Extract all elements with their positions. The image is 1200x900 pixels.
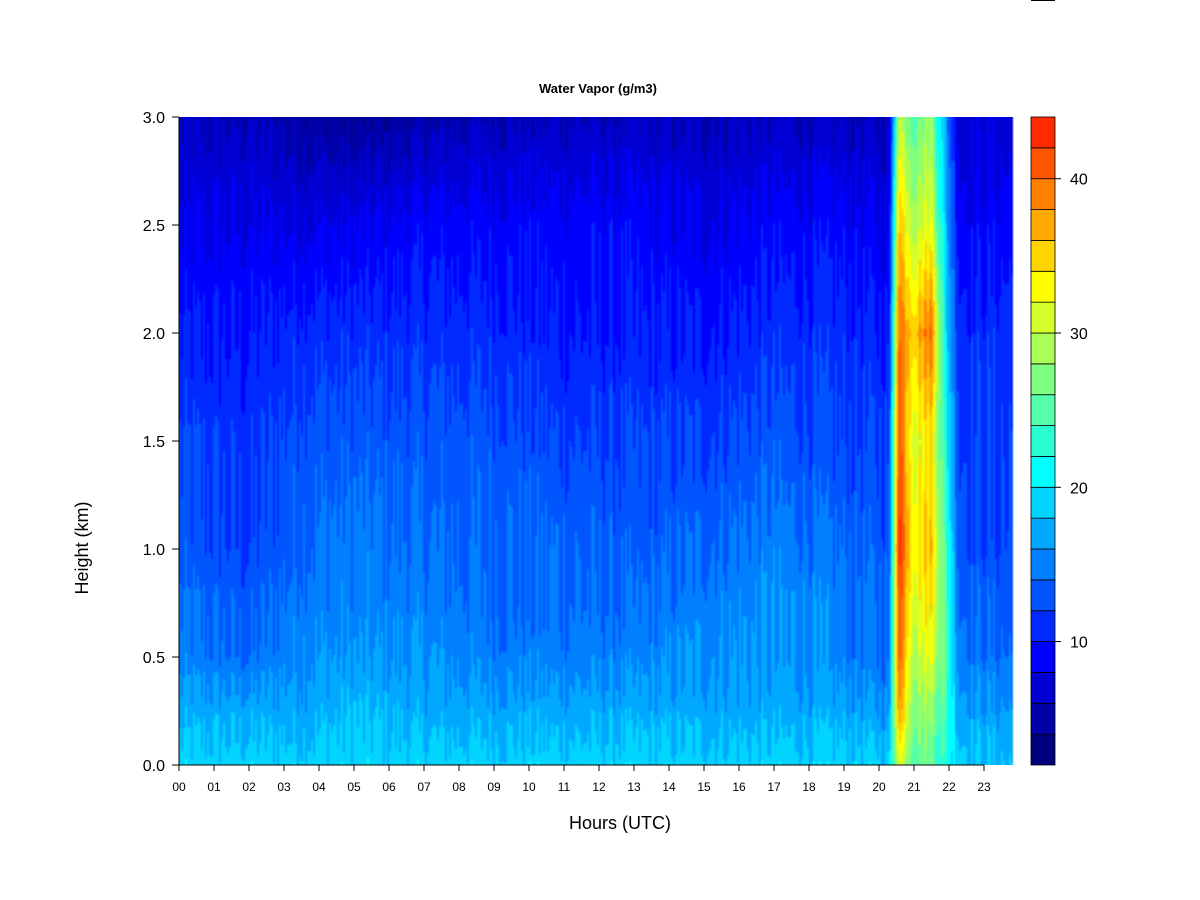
x-tick-label: 13 [627,780,641,794]
colorbar-segment [1030,116,1056,149]
x-tick-label: 16 [732,780,746,794]
x-tick-label: 15 [697,780,711,794]
colorbar-segment [1030,301,1056,334]
x-axis-label: Hours (UTC) [569,813,671,833]
x-tick-label: 22 [942,780,956,794]
x-tick-label: 14 [662,780,676,794]
y-axis: 0.0 0.5 1.0 1.5 2.0 2.5 3.0 [143,110,180,775]
x-tick-label: 17 [767,780,781,794]
heatmap-image [179,117,1019,765]
colorbar-segment [1030,548,1056,581]
x-tick-label: 08 [452,780,466,794]
plot-area [179,117,1019,765]
colorbar-segment [1030,486,1056,519]
x-tick-label: 09 [487,780,501,794]
colorbar-segment [1030,733,1056,766]
colorbar-segment [1030,332,1056,365]
colorbar-segment [1030,270,1056,303]
x-tick-label: 10 [522,780,536,794]
y-tick-label: 2.0 [143,326,165,343]
x-tick-label: 19 [837,780,851,794]
x-tick-label: 06 [382,780,396,794]
colorbar-tick-label: 10 [1070,635,1088,652]
chart-title: Water Vapor (g/m3) [539,81,657,96]
x-tick-label: 05 [347,780,361,794]
x-tick-label: 18 [802,780,816,794]
colorbar-segment [1030,209,1056,241]
colorbar-segment [1030,702,1056,735]
x-tick-label: 00 [172,780,186,794]
y-tick-label: 2.5 [143,218,165,235]
x-tick-label: 21 [907,780,921,794]
y-tick-label: 0.5 [143,650,165,667]
x-tick-label: 23 [977,780,991,794]
colorbar-segment [1030,641,1056,673]
colorbar-tick-label: 20 [1070,480,1088,497]
x-tick-label: 12 [592,780,606,794]
x-tick-label: 02 [242,780,256,794]
colorbar-tick-label: 30 [1070,326,1088,343]
colorbar-segment [1030,672,1056,704]
colorbar-tick-label: 40 [1070,172,1088,189]
colorbar-segment [1030,610,1056,642]
y-tick-label: 3.0 [143,110,165,127]
colorbar-segment [1030,394,1056,426]
x-tick-label: 01 [207,780,221,794]
y-tick-label: 1.5 [143,434,165,451]
colorbar-segment [1030,579,1056,612]
corner-mark [1031,0,1055,1]
colorbar [1030,116,1056,766]
y-axis-label: Height (km) [72,501,92,594]
colorbar-segment [1030,517,1056,550]
colorbar-axis: 10 20 30 40 [1055,172,1088,652]
x-tick-label: 03 [277,780,291,794]
colorbar-segment [1030,240,1056,272]
x-tick-label: 20 [872,780,886,794]
x-axis: 00 01 02 03 04 05 06 07 08 09 10 11 12 13 14 15 16 17 18 19… [172,764,991,794]
x-tick-label: 07 [417,780,431,794]
x-tick-label: 04 [312,780,326,794]
y-tick-label: 1.0 [143,542,165,559]
colorbar-segment [1030,147,1056,180]
colorbar-segment [1030,178,1056,210]
y-tick-label: 0.0 [143,758,165,775]
x-tick-label: 11 [558,780,571,794]
colorbar-segment [1030,425,1056,457]
colorbar-segment [1030,363,1056,396]
colorbar-segment [1030,456,1056,488]
